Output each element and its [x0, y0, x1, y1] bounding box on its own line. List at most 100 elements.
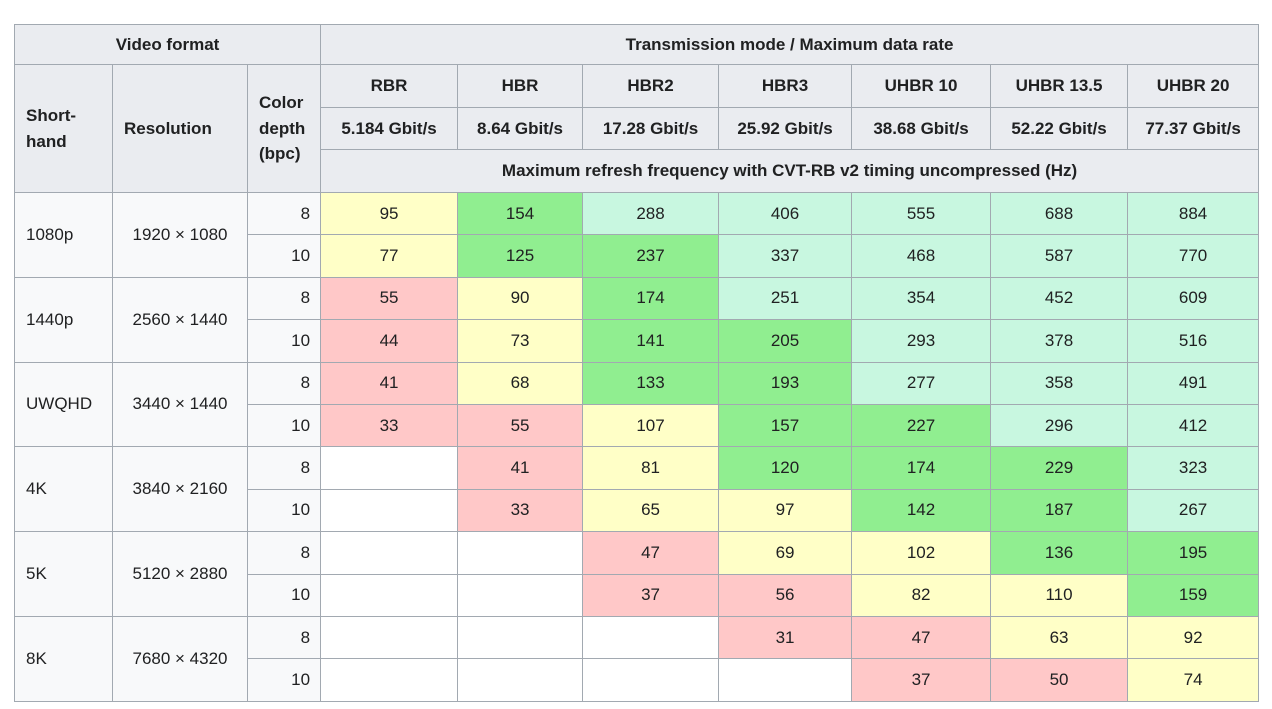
mode-header-uhbr20: UHBR 20	[1127, 64, 1260, 108]
refresh-cell: 33	[320, 403, 459, 448]
refresh-cell: 227	[851, 403, 992, 448]
refresh-cell	[457, 531, 584, 575]
refresh-cell: 195	[1127, 531, 1260, 575]
refresh-cell	[582, 615, 720, 660]
refresh-cell: 412	[1127, 403, 1260, 448]
refresh-cell: 90	[457, 276, 584, 321]
resolution-cell: 3840 × 2160	[112, 446, 248, 533]
refresh-cell: 74	[1127, 658, 1260, 702]
mode-rate-hbr3: 25.92 Gbit/s	[718, 107, 853, 150]
refresh-cell: 69	[718, 531, 853, 575]
refresh-cell: 555	[851, 191, 992, 236]
refresh-cell: 41	[320, 361, 459, 405]
refresh-cell: 288	[582, 191, 720, 236]
refresh-cell: 47	[582, 531, 720, 575]
mode-rate-uhbr10: 38.68 Gbit/s	[851, 107, 992, 150]
page: { "chart_data": { "type": "table", "titl…	[0, 24, 1272, 702]
mode-rate-hbr: 8.64 Gbit/s	[457, 107, 584, 150]
refresh-cell: 120	[718, 446, 853, 490]
resolution-cell: 1920 × 1080	[112, 192, 248, 278]
refresh-cell: 609	[1127, 276, 1260, 321]
refresh-cell: 159	[1127, 573, 1260, 617]
mode-rate-hbr2: 17.28 Gbit/s	[582, 107, 720, 150]
refresh-cell	[320, 573, 459, 617]
refresh-cell: 107	[582, 403, 720, 448]
table-row: 10 37 50 74	[15, 658, 1260, 702]
bpc-cell: 8	[246, 191, 322, 236]
refresh-cell: 95	[320, 191, 459, 236]
refresh-rate-table: Video format Transmission mode / Maximum…	[13, 24, 1260, 702]
refresh-cell: 174	[851, 446, 992, 490]
table-row: 10 37 56 82 110 159	[15, 573, 1260, 617]
refresh-cell: 77	[320, 234, 459, 278]
table-row: 10 33 65 97 142 187 267	[15, 488, 1260, 533]
refresh-cell: 55	[457, 403, 584, 448]
refresh-cell: 468	[851, 234, 992, 278]
shorthand-cell: 5K	[14, 531, 113, 617]
bpc-cell: 8	[246, 615, 322, 660]
mode-header-hbr2: HBR2	[582, 64, 720, 108]
refresh-cell: 136	[990, 531, 1129, 575]
bpc-cell: 10	[246, 403, 322, 448]
refresh-cell: 229	[990, 446, 1129, 490]
mode-header-uhbr10: UHBR 10	[851, 64, 992, 108]
bpc-cell: 8	[246, 446, 322, 490]
resolution-cell: 7680 × 4320	[112, 615, 248, 702]
video-format-header: Video format	[13, 24, 322, 65]
bpc-cell: 8	[246, 531, 322, 575]
refresh-cell: 31	[718, 615, 853, 660]
transmission-mode-header: Transmission mode / Maximum data rate	[320, 24, 1260, 65]
table-body: 1080p 1920 × 1080 8 95 154 288 406 555 688 884 10 7…	[14, 191, 1260, 702]
refresh-cell: 56	[718, 573, 853, 617]
refresh-cell: 55	[320, 276, 459, 321]
refresh-cell	[320, 615, 459, 660]
table-header: Video format Transmission mode / Maximum…	[13, 24, 1260, 193]
resolution-cell: 2560 × 1440	[112, 276, 248, 363]
mode-rate-uhbr13-5: 52.22 Gbit/s	[990, 107, 1129, 150]
refresh-cell: 770	[1127, 234, 1260, 278]
refresh-cell: 68	[457, 361, 584, 405]
refresh-frequency-note: Maximum refresh frequency with CVT-RB v2…	[320, 149, 1260, 193]
shorthand-column-header: Short-hand	[14, 64, 113, 193]
refresh-cell: 452	[990, 276, 1129, 321]
refresh-cell: 187	[990, 488, 1129, 533]
refresh-cell: 516	[1127, 319, 1260, 363]
table-row: 10 77 125 237 337 468 587 770	[15, 234, 1260, 278]
refresh-cell	[320, 658, 459, 702]
refresh-cell: 688	[990, 191, 1129, 236]
refresh-cell: 378	[990, 319, 1129, 363]
refresh-cell: 884	[1127, 191, 1260, 236]
refresh-cell: 44	[320, 319, 459, 363]
color-depth-column-header: Color depth (bpc)	[246, 64, 322, 193]
refresh-cell: 47	[851, 615, 992, 660]
bpc-cell: 8	[246, 361, 322, 405]
bpc-cell: 10	[246, 658, 322, 702]
refresh-cell: 337	[718, 234, 853, 278]
refresh-cell: 277	[851, 361, 992, 405]
table-row: 1440p 2560 × 1440 8 55 90 174 251 354 452 609	[14, 276, 1260, 363]
header-row-note: Maximum refresh frequency with CVT-RB v2…	[15, 149, 1260, 193]
table-row: 8K 7680 × 4320 8 31 47 63 92	[14, 615, 1260, 702]
refresh-cell	[320, 531, 459, 575]
refresh-cell	[457, 658, 584, 702]
bpc-cell: 10	[246, 319, 322, 363]
refresh-cell	[320, 488, 459, 533]
mode-header-uhbr13-5: UHBR 13.5	[990, 64, 1129, 108]
refresh-cell: 251	[718, 276, 853, 321]
refresh-cell: 358	[990, 361, 1129, 405]
refresh-cell: 154	[457, 191, 584, 236]
table-row: 10 33 55 107 157 227 296 412	[15, 403, 1260, 448]
refresh-cell: 296	[990, 403, 1129, 448]
refresh-cell	[457, 615, 584, 660]
header-row-rates: 5.184 Gbit/s 8.64 Gbit/s 17.28 Gbit/s 25…	[15, 107, 1260, 150]
refresh-cell: 354	[851, 276, 992, 321]
refresh-cell: 102	[851, 531, 992, 575]
header-row-modes: Short-hand Resolution Color depth (bpc) …	[14, 64, 1260, 193]
table-row: 4K 3840 × 2160 8 41 81 120 174 229 323	[14, 446, 1260, 533]
table-row: 10 44 73 141 205 293 378 516	[15, 319, 1260, 363]
refresh-cell: 133	[582, 361, 720, 405]
refresh-cell: 237	[582, 234, 720, 278]
refresh-cell	[320, 446, 459, 490]
table-row: 1080p 1920 × 1080 8 95 154 288 406 555 688 884	[14, 191, 1260, 278]
refresh-cell: 37	[582, 573, 720, 617]
